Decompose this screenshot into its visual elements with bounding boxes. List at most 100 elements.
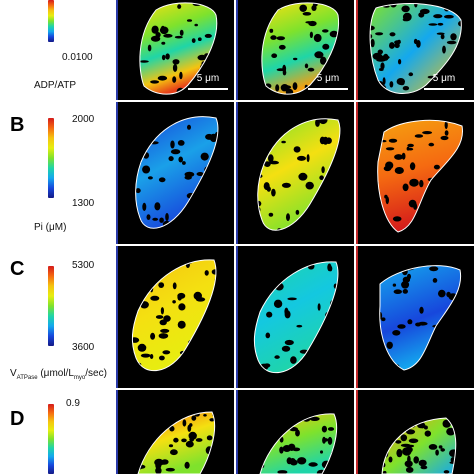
cell-void [467,39,474,43]
cell-void [460,356,461,360]
separator-a2 [236,0,238,100]
cell-void [312,350,320,354]
cell-void [146,412,151,416]
cell-void [295,209,300,215]
scale-bar-label-a3: 5 μm [432,73,456,84]
cell-panel-c1 [116,246,234,388]
cell-void [198,199,203,203]
cell-void [402,86,410,91]
cell-void [325,65,336,73]
cell-void [281,182,291,188]
cell-image-c3 [379,265,462,387]
cell-void [138,428,146,433]
separator-c3 [356,246,358,388]
cell-void [135,225,138,229]
cell-void [369,446,374,449]
cell-void [432,116,440,119]
cell-void [401,5,410,13]
cell-void [150,332,156,340]
colorbar-d [48,404,54,474]
cell-void [417,423,426,429]
cell-void [210,343,216,350]
cell-void [340,286,344,294]
cell-void [197,54,207,61]
cell-void [394,154,404,160]
cell-image-c1 [123,259,231,387]
cell-void [309,416,320,421]
cell-void [139,9,149,15]
cell-image-d1 [118,411,216,474]
cell-void [347,311,354,319]
cell-void [329,30,339,38]
cell-void [123,5,132,13]
cell-void [217,212,218,221]
cell-void [170,449,178,456]
cell-void [159,217,164,223]
cell-void [428,23,438,26]
cell-void [435,396,440,399]
colorbar-label-c-sub: ATPase [16,375,38,381]
cell-void [268,154,274,163]
cell-void [336,413,337,417]
cell-void [275,394,279,397]
cell-void [398,59,402,65]
cell-void [261,452,268,456]
cell-void [131,109,138,114]
separator-a1 [116,0,118,100]
cell-void [168,444,174,448]
cell-void [317,303,321,311]
cell-void [274,355,280,359]
cell-void [248,377,257,379]
cell-void [155,315,164,319]
row-pi: B 2000 1300 Pi (μM) [0,102,474,244]
cell-void [332,215,340,224]
cell-void [230,56,234,60]
cell-void [337,366,338,370]
cell-void [308,395,317,403]
cell-void [371,108,377,115]
cell-void [255,71,259,79]
cell-void [403,390,408,397]
cell-void [419,306,424,314]
cell-void [457,42,462,50]
cell-void [331,60,339,64]
cell-void [142,202,147,211]
cell-void [464,442,471,446]
cell-void [340,333,343,337]
cell-void [163,33,173,38]
cell-void [174,35,183,39]
cell-outline [369,3,462,94]
cell-panel-d3 [356,390,474,474]
cell-void [268,212,274,217]
cell-void [138,415,140,420]
cell-void [334,171,340,177]
cell-void [123,269,129,272]
cell-outline [257,118,341,231]
colorbar-label-c-tail: (μmol/L [37,368,74,379]
cell-void [266,311,273,318]
cell-void [468,181,474,186]
cell-void [225,156,230,162]
cell-void [226,0,234,2]
cell-void [401,380,409,387]
cell-void [255,391,264,397]
cell-void [222,13,230,15]
cell-void [215,36,217,42]
cell-void [222,305,231,310]
cell-void [162,350,171,355]
cell-void [359,446,365,451]
legend-d: D 0.9 [0,390,116,474]
cell-void [292,82,298,90]
cell-void [295,429,300,437]
cell-void [118,411,126,419]
cell-void [459,217,463,223]
cell-void [227,166,234,169]
cell-void [248,278,254,286]
cell-void [146,412,155,414]
cell-image-a1 [123,0,234,95]
cell-void [194,383,202,387]
cell-void [464,412,469,420]
cell-void [385,419,392,427]
cell-void [278,104,283,109]
cell-void [270,35,277,40]
